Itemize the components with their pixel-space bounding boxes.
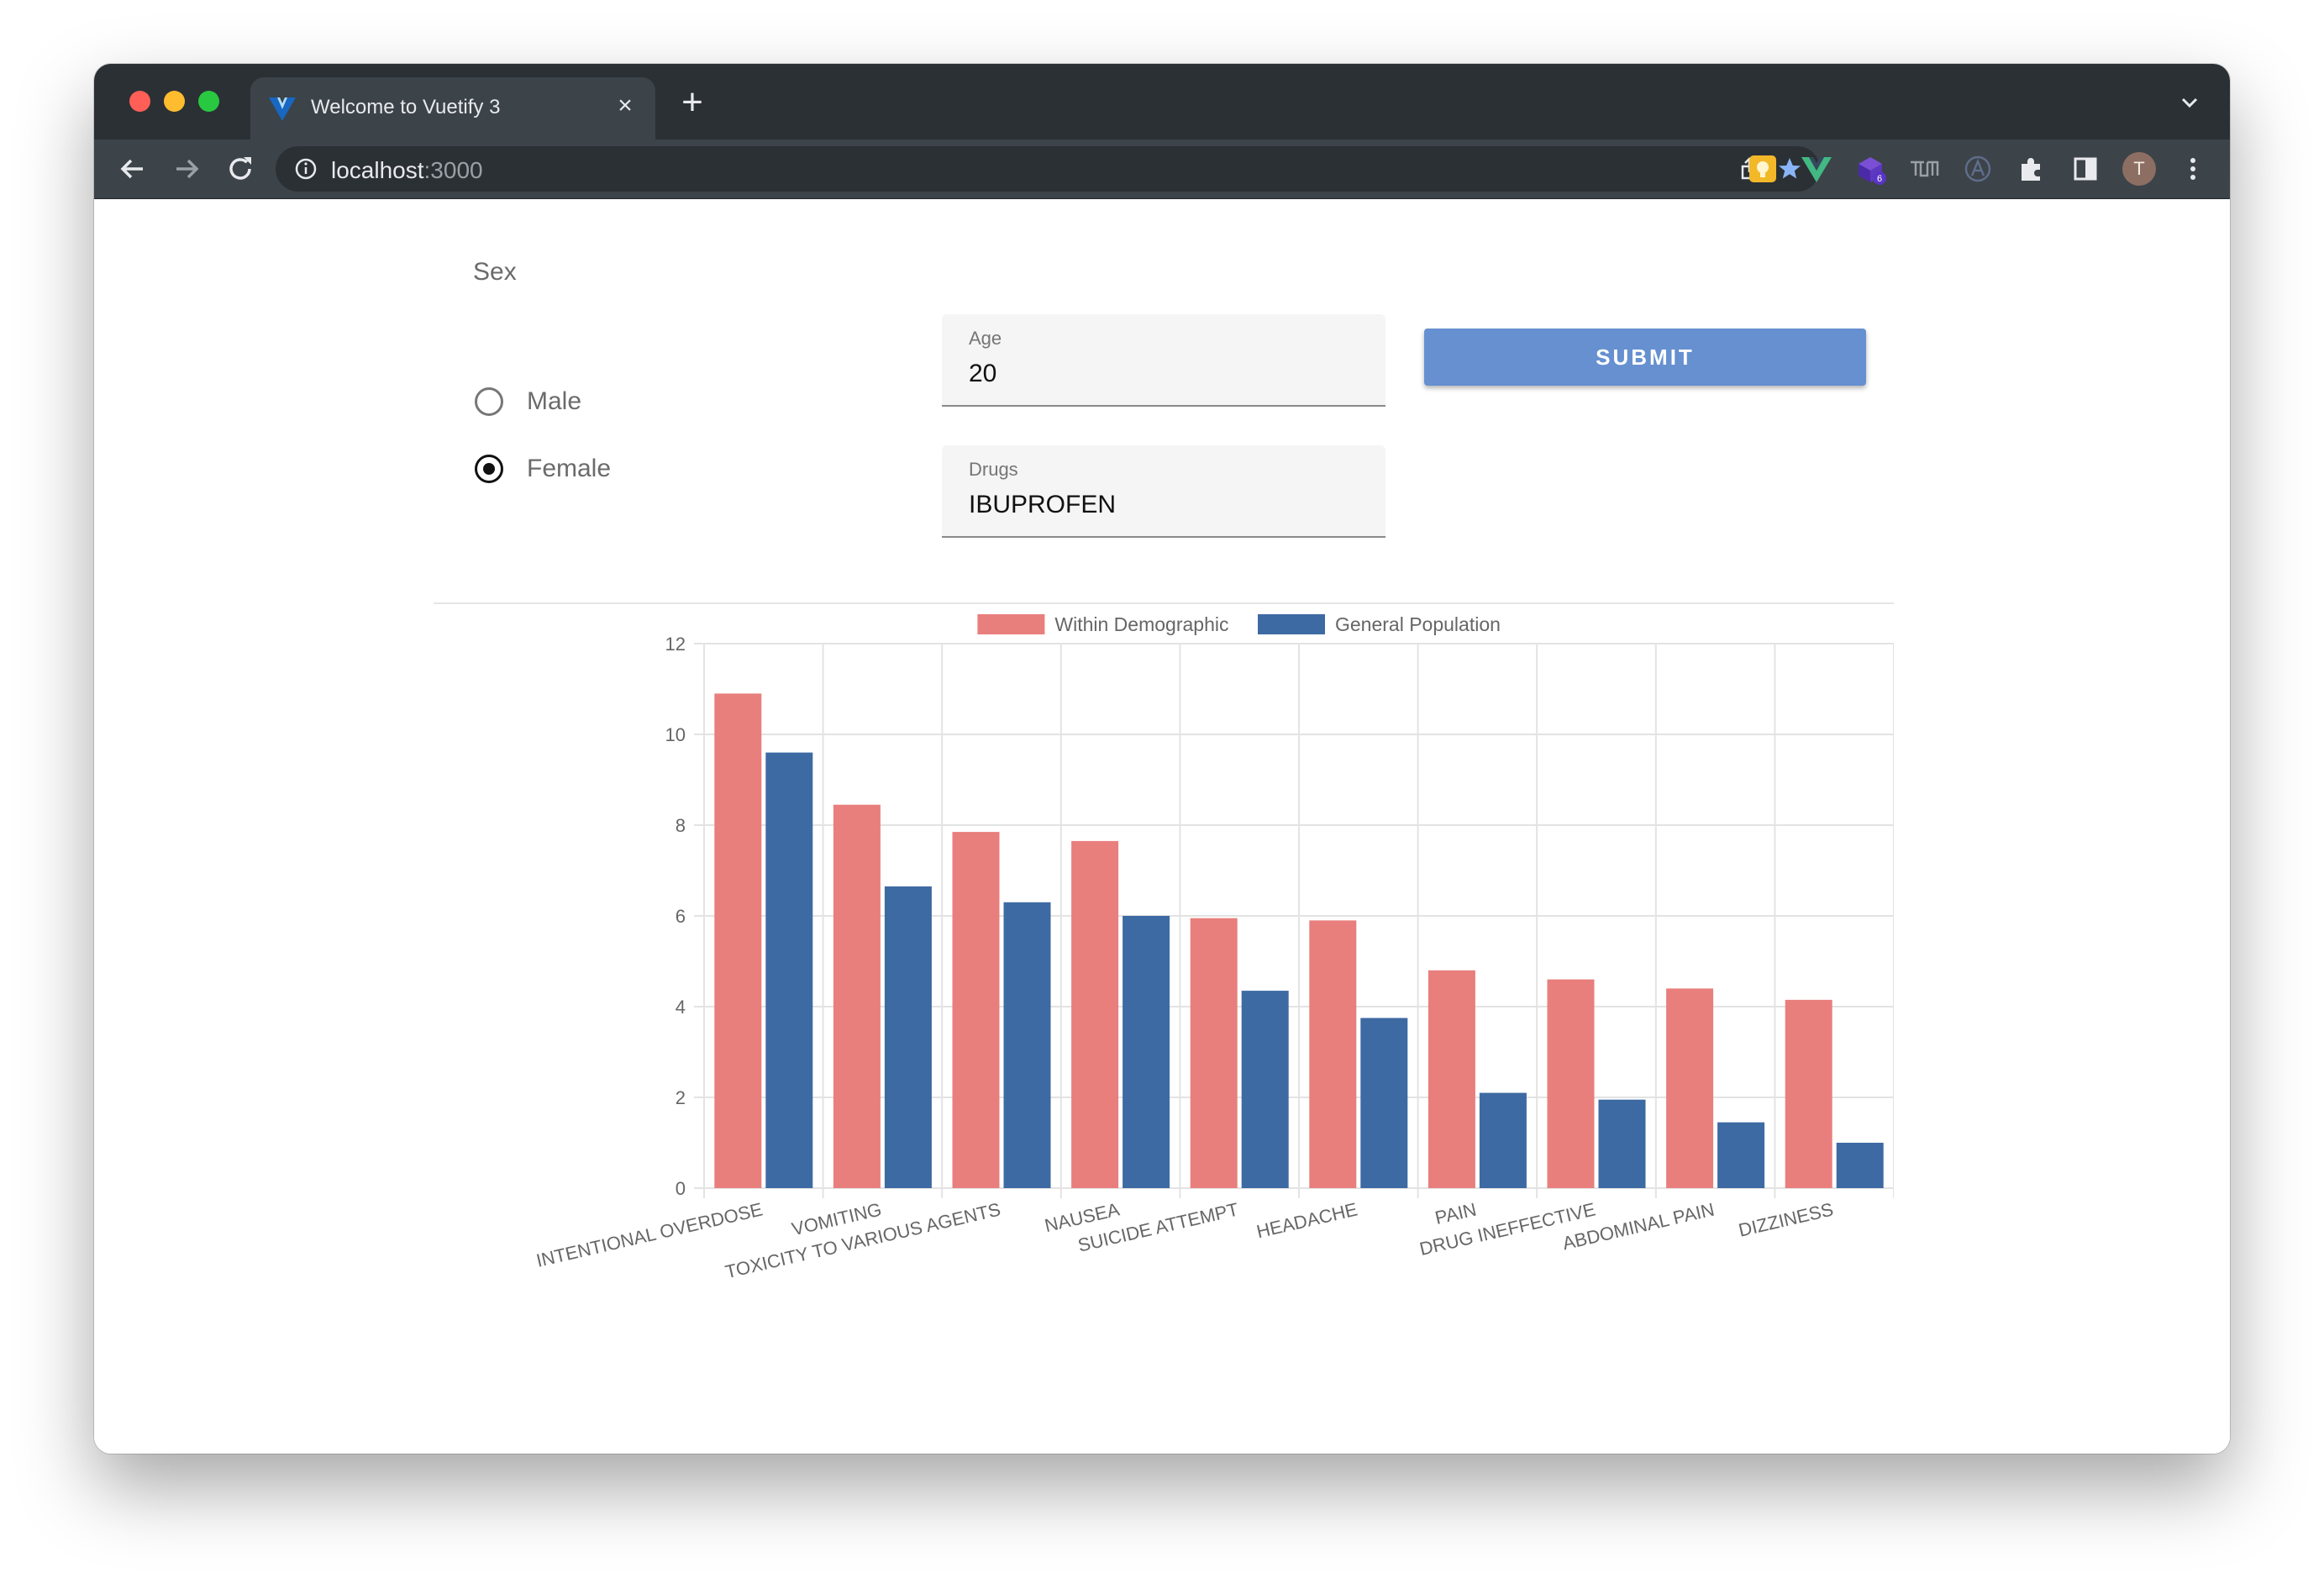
y-tick-label: 8	[676, 815, 686, 836]
age-input[interactable]	[969, 360, 1355, 388]
back-icon[interactable]	[116, 152, 150, 186]
radio-female[interactable]: Female	[475, 448, 611, 490]
legend-swatch	[1258, 614, 1325, 634]
bar-within-demographic	[1785, 999, 1832, 1188]
bar-general-population	[1598, 1099, 1646, 1188]
bar-general-population	[1003, 902, 1051, 1188]
bar-within-demographic	[833, 804, 881, 1188]
bar-general-population	[1123, 916, 1170, 1188]
tab-bar: Welcome to Vuetify 3 × +	[94, 64, 2230, 139]
vue-devtools-icon[interactable]	[1800, 152, 1833, 186]
tab-active[interactable]: Welcome to Vuetify 3 ×	[250, 77, 655, 139]
address-bar[interactable]: localhost:3000	[276, 146, 1820, 192]
browser-toolbar: localhost:3000 6	[94, 139, 2230, 199]
y-tick-label: 12	[665, 634, 686, 655]
y-tick-label: 4	[676, 997, 686, 1018]
bar-general-population	[1717, 1122, 1765, 1188]
bar-within-demographic	[714, 693, 762, 1188]
bar-within-demographic	[1309, 920, 1357, 1188]
bar-within-demographic	[1071, 840, 1119, 1188]
bar-general-population	[765, 752, 813, 1188]
bar-within-demographic	[1547, 979, 1595, 1188]
bookmark-star-icon[interactable]	[1776, 155, 1803, 182]
close-window-button[interactable]	[129, 91, 150, 112]
bar-general-population	[1360, 1018, 1408, 1188]
tab-title: Welcome to Vuetify 3	[311, 96, 501, 118]
x-tick-label: HEADACHE	[1254, 1199, 1359, 1243]
vuetify-logo-icon	[269, 97, 296, 121]
legend-label: General Population	[1335, 613, 1501, 635]
maximize-window-button[interactable]	[198, 91, 219, 112]
bar-general-population	[1241, 991, 1289, 1188]
bar-within-demographic	[952, 832, 1000, 1188]
x-tick-label: PAIN	[1433, 1199, 1478, 1229]
tab-close-icon[interactable]: ×	[618, 92, 633, 119]
x-tick-label: DIZZINESS	[1737, 1199, 1836, 1241]
drugs-input[interactable]	[969, 491, 1355, 519]
age-field[interactable]: Age	[942, 314, 1385, 407]
bar-within-demographic	[1666, 988, 1714, 1188]
radio-female-label: Female	[527, 455, 612, 482]
url-port: :3000	[423, 157, 483, 183]
bar-general-population	[1479, 1092, 1527, 1188]
y-tick-label: 6	[676, 906, 686, 927]
extensions-puzzle-icon[interactable]	[2015, 152, 2048, 186]
bar-within-demographic	[1428, 970, 1475, 1188]
new-tab-button[interactable]: +	[681, 82, 703, 123]
age-label: Age	[969, 328, 1002, 349]
url-host: localhost	[331, 157, 424, 183]
bar-within-demographic	[1190, 918, 1238, 1188]
legend-label: Within Demographic	[1054, 613, 1228, 635]
info-icon[interactable]	[294, 157, 318, 181]
extension-cube-icon[interactable]: 6	[1853, 152, 1887, 186]
radio-male[interactable]: Male	[475, 381, 581, 423]
y-tick-label: 0	[676, 1178, 686, 1199]
minimize-window-button[interactable]	[164, 91, 185, 112]
radio-male-circle[interactable]	[475, 387, 503, 416]
reload-icon[interactable]	[223, 152, 257, 186]
chevron-down-icon[interactable]	[2174, 87, 2205, 118]
forward-icon[interactable]	[170, 152, 203, 186]
divider	[434, 602, 1894, 604]
bar-general-population	[1836, 1143, 1884, 1188]
submit-button[interactable]: SUBMIT	[1424, 329, 1866, 386]
extension-a-icon[interactable]	[1961, 152, 1995, 186]
bar-general-population	[884, 886, 932, 1188]
y-tick-label: 2	[676, 1087, 686, 1108]
radio-female-circle[interactable]	[475, 455, 503, 483]
radio-male-label: Male	[527, 387, 582, 415]
extension-yellow-icon[interactable]	[1746, 152, 1780, 186]
sex-label: Sex	[473, 258, 517, 286]
y-tick-label: 10	[665, 724, 686, 745]
page-content: Sex Male Female Age Drugs SUBMIT 0 2 4 6 8 10…	[94, 199, 2230, 1454]
kebab-menu-icon[interactable]	[2176, 152, 2210, 186]
url-text: localhost:3000	[331, 157, 483, 184]
browser-window: Welcome to Vuetify 3 × + localho	[94, 64, 2230, 1454]
drugs-label: Drugs	[969, 459, 1018, 480]
extension-tum-icon[interactable]	[1907, 152, 1941, 186]
extension-badge: 6	[1877, 174, 1882, 184]
profile-avatar[interactable]: T	[2122, 152, 2156, 186]
drugs-field[interactable]: Drugs	[942, 445, 1385, 538]
legend-swatch	[977, 614, 1045, 634]
sidebar-icon[interactable]	[2069, 152, 2102, 186]
